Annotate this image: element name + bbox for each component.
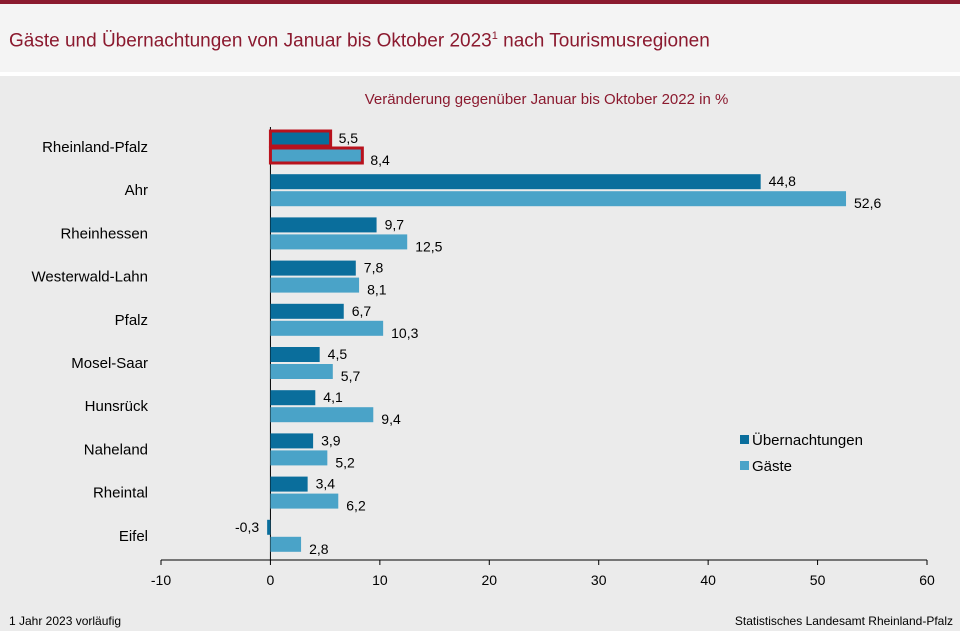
- bar-gaeste: [270, 234, 408, 250]
- bar-uebernachtungen: [270, 217, 377, 233]
- x-tick-label: 20: [481, 572, 497, 588]
- x-tick-label: -10: [151, 572, 171, 588]
- x-tick-label: 0: [267, 572, 275, 588]
- bar-uebernachtungen: [270, 303, 344, 319]
- bar-uebernachtungen: [270, 476, 308, 492]
- bar-uebernachtungen: [270, 390, 316, 406]
- data-label: 52,6: [854, 195, 881, 211]
- legend-label: Gäste: [752, 458, 792, 475]
- x-tick-label: 40: [700, 572, 716, 588]
- chart-background: [0, 76, 960, 631]
- bar-gaeste: [270, 277, 360, 293]
- legend-swatch: [740, 461, 749, 470]
- data-label: 12,5: [415, 238, 442, 254]
- page-title: Gäste und Übernachtungen von Januar bis …: [9, 30, 710, 52]
- category-label: Hunsrück: [85, 398, 149, 415]
- category-label: Naheland: [84, 441, 148, 458]
- data-label: 6,7: [352, 303, 372, 319]
- top-accent-bar: [0, 0, 960, 4]
- data-label: 2,8: [309, 541, 329, 557]
- data-label: 44,8: [769, 173, 796, 189]
- bar-uebernachtungen: [270, 260, 356, 276]
- x-tick-label: 60: [919, 572, 935, 588]
- header-separator: [0, 72, 960, 76]
- data-label: 6,2: [346, 498, 366, 514]
- data-label: 8,1: [367, 282, 387, 298]
- title-footnote-mark: 1: [491, 30, 498, 42]
- category-label: Rheintal: [93, 485, 148, 502]
- x-tick-label: 30: [591, 572, 607, 588]
- data-label: 8,4: [370, 152, 390, 168]
- bar-uebernachtungen: [270, 174, 761, 190]
- bar-uebernachtungen: [270, 347, 320, 362]
- data-label: 7,8: [364, 260, 384, 276]
- bar-gaeste: [270, 536, 302, 552]
- source-note: Statistisches Landesamt Rheinland-Pfalz: [734, 614, 953, 628]
- category-label: Ahr: [125, 182, 148, 199]
- category-label: Westerwald-Lahn: [32, 269, 148, 286]
- category-label: Mosel-Saar: [71, 355, 148, 372]
- x-tick-label: 10: [372, 572, 388, 588]
- data-label: 9,7: [385, 216, 405, 232]
- data-label: 3,4: [316, 476, 336, 492]
- bar-uebernachtungen: [268, 129, 333, 148]
- category-label: Rheinhessen: [60, 225, 148, 242]
- legend-swatch: [740, 435, 749, 444]
- category-label: Pfalz: [115, 312, 148, 329]
- bar-gaeste: [270, 320, 384, 336]
- header: Gäste und Übernachtungen von Januar bis …: [0, 4, 960, 72]
- data-label: 5,2: [335, 454, 355, 470]
- data-label: 10,3: [391, 325, 418, 341]
- data-label: -0,3: [235, 519, 259, 535]
- title-main: Gäste und Übernachtungen von Januar bis …: [9, 30, 492, 52]
- bar-gaeste: [270, 364, 333, 379]
- bar-uebernachtungen: [267, 519, 271, 535]
- bar-uebernachtungen: [270, 433, 314, 449]
- bar-gaeste: [270, 450, 328, 466]
- footnote: 1 Jahr 2023 vorläufig: [9, 614, 122, 628]
- title-suffix: nach Tourismusregionen: [497, 30, 710, 52]
- data-label: 5,7: [341, 368, 361, 384]
- category-label: Rheinland-Pfalz: [42, 139, 148, 156]
- data-label: 5,5: [339, 130, 359, 146]
- bar-gaeste: [270, 407, 374, 423]
- data-label: 9,4: [381, 411, 401, 427]
- legend-label: Übernachtungen: [752, 431, 863, 449]
- data-label: 4,1: [323, 389, 343, 405]
- chart-subtitle: Veränderung gegenüber Januar bis Oktober…: [364, 91, 729, 108]
- bar-gaeste: [270, 191, 847, 207]
- category-label: Eifel: [119, 528, 148, 545]
- bar-gaeste: [268, 146, 364, 165]
- data-label: 3,9: [321, 432, 341, 448]
- bar-gaeste: [270, 493, 339, 509]
- x-tick-label: 50: [810, 572, 826, 588]
- data-label: 4,5: [328, 346, 348, 362]
